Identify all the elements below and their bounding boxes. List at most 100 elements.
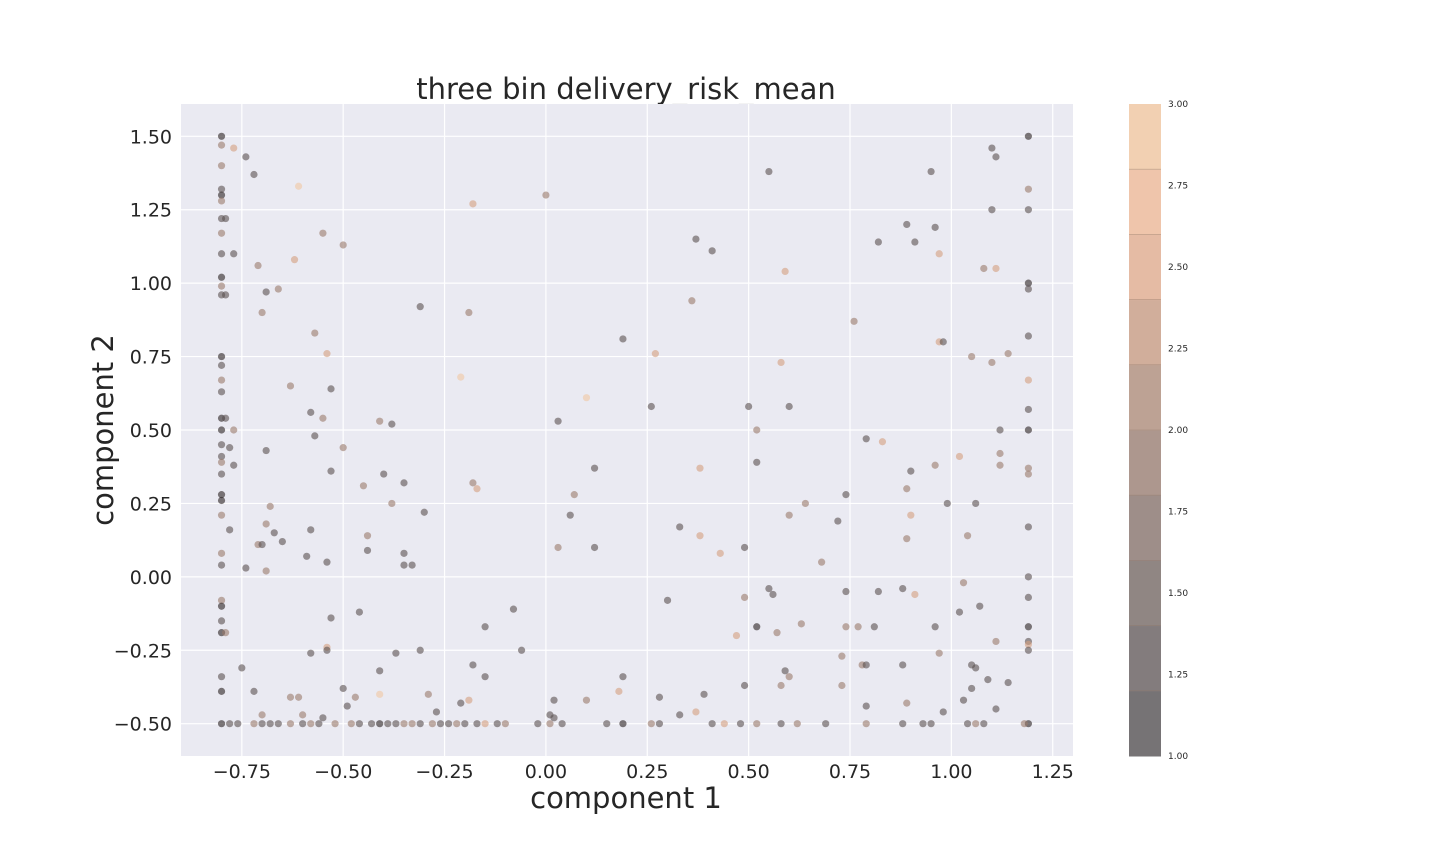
scatter-point-283 (558, 720, 566, 728)
y-tick-label-5: 0.75 (130, 347, 172, 369)
y-tick-label-1: −0.25 (114, 640, 172, 662)
y-tick-label-2: 0.00 (130, 567, 172, 589)
scatter-point-190 (903, 220, 911, 229)
scatter-point-28 (217, 602, 226, 610)
scatter-point-160 (781, 267, 789, 276)
scatter-point-79 (294, 693, 303, 701)
scatter-point-256 (266, 720, 274, 728)
colorbar-tick-label-5: 2.25 (1168, 345, 1188, 355)
scatter-point-0 (217, 132, 226, 140)
colorbar-band-4 (1129, 430, 1161, 496)
scatter-point-179 (854, 623, 862, 631)
scatter-point-196 (911, 238, 919, 246)
scatter-point-236 (1024, 279, 1032, 287)
scatter-point-301 (980, 720, 988, 728)
scatter-point-131 (647, 402, 655, 411)
scatter-point-176 (838, 652, 846, 660)
scatter-point-27 (217, 596, 226, 604)
scatter-point-168 (781, 667, 789, 675)
scatter-point-205 (935, 649, 943, 657)
scatter-point-253 (234, 720, 242, 728)
scatter-point-281 (534, 720, 542, 728)
data-points (217, 132, 1032, 728)
scatter-point-38 (222, 629, 230, 637)
scatter-point-22 (217, 491, 226, 499)
x-tick-label-8: 1.25 (1032, 761, 1074, 783)
scatter-point-147 (716, 549, 724, 557)
scatter-point-127 (590, 464, 599, 472)
scatter-point-36 (222, 414, 230, 422)
scatter-point-21 (217, 470, 226, 478)
scatter-point-177 (838, 681, 846, 690)
scatter-point-289 (720, 720, 728, 728)
scatter-point-124 (570, 491, 578, 499)
scatter-point-144 (708, 247, 716, 255)
scatter-point-71 (262, 567, 270, 575)
scatter-point-274 (445, 720, 453, 728)
scatter-point-170 (797, 620, 805, 628)
scatter-point-99 (400, 561, 408, 569)
scatter-point-1 (217, 141, 226, 149)
scatter-point-7 (217, 229, 226, 237)
scatter-point-116 (469, 200, 477, 208)
scatter-point-162 (785, 511, 793, 519)
scatter-point-100 (408, 561, 416, 569)
scatter-point-292 (777, 720, 785, 728)
scatter-point-185 (874, 238, 882, 246)
scatter-point-270 (408, 720, 416, 728)
scatter-point-209 (955, 608, 964, 616)
scatter-point-195 (907, 511, 915, 519)
scatter-point-90 (359, 482, 368, 490)
scatter-point-258 (286, 720, 295, 728)
scatter-point-89 (355, 608, 363, 616)
scatter-point-26 (217, 561, 226, 569)
scatter-point-184 (870, 623, 878, 631)
scatter-point-237 (1024, 285, 1032, 293)
scatter-point-106 (416, 646, 424, 654)
scatter-point-101 (416, 303, 424, 311)
scatter-point-271 (416, 720, 424, 728)
x-tick-label-7: 1.00 (930, 761, 972, 783)
scatter-point-198 (927, 167, 935, 176)
scatter-point-240 (1024, 405, 1032, 414)
scatter-point-135 (550, 714, 558, 722)
scatter-point-133 (550, 696, 558, 704)
x-tick-label-5: 0.50 (727, 761, 769, 783)
scatter-point-93 (376, 417, 384, 425)
scatter-point-91 (363, 532, 372, 540)
scatter-point-299 (963, 720, 972, 728)
scatter-point-232 (1004, 678, 1012, 687)
scatter-point-31 (217, 673, 226, 681)
scatter-point-29 (217, 617, 226, 625)
scatter-point-277 (473, 720, 481, 728)
colorbar-tick-label-7: 2.75 (1168, 182, 1188, 192)
scatter-point-66 (266, 502, 274, 510)
y-tick-label-7: 1.25 (130, 200, 172, 222)
scatter-point-52 (323, 350, 331, 358)
scatter-point-186 (874, 587, 882, 596)
scatter-point-132 (663, 596, 672, 604)
scatter-point-272 (428, 720, 436, 728)
scatter-point-34 (222, 214, 230, 223)
y-tick-label-3: 0.25 (130, 493, 172, 515)
scatter-point-17 (217, 426, 226, 434)
colorbar-tick-label-8: 3.00 (1168, 100, 1188, 110)
scatter-point-191 (903, 485, 911, 493)
scatter-point-284 (603, 720, 611, 728)
scatter-point-183 (862, 702, 870, 710)
scatter-point-149 (700, 690, 708, 698)
scatter-point-228 (996, 426, 1004, 434)
scatter-point-218 (976, 602, 984, 610)
y-axis-label: component 2 (86, 334, 120, 526)
scatter-point-233 (1024, 132, 1032, 140)
scatter-point-141 (676, 523, 684, 531)
scatter-point-152 (740, 681, 749, 690)
scatter-point-125 (554, 543, 562, 552)
scatter-point-264 (355, 720, 363, 728)
scatter-point-4 (217, 191, 226, 199)
y-tick-label-6: 1.00 (130, 273, 172, 295)
scatter-point-50 (339, 241, 347, 249)
scatter-point-86 (339, 684, 347, 693)
x-tick-label-4: 0.25 (626, 761, 668, 783)
scatter-point-121 (542, 191, 550, 199)
